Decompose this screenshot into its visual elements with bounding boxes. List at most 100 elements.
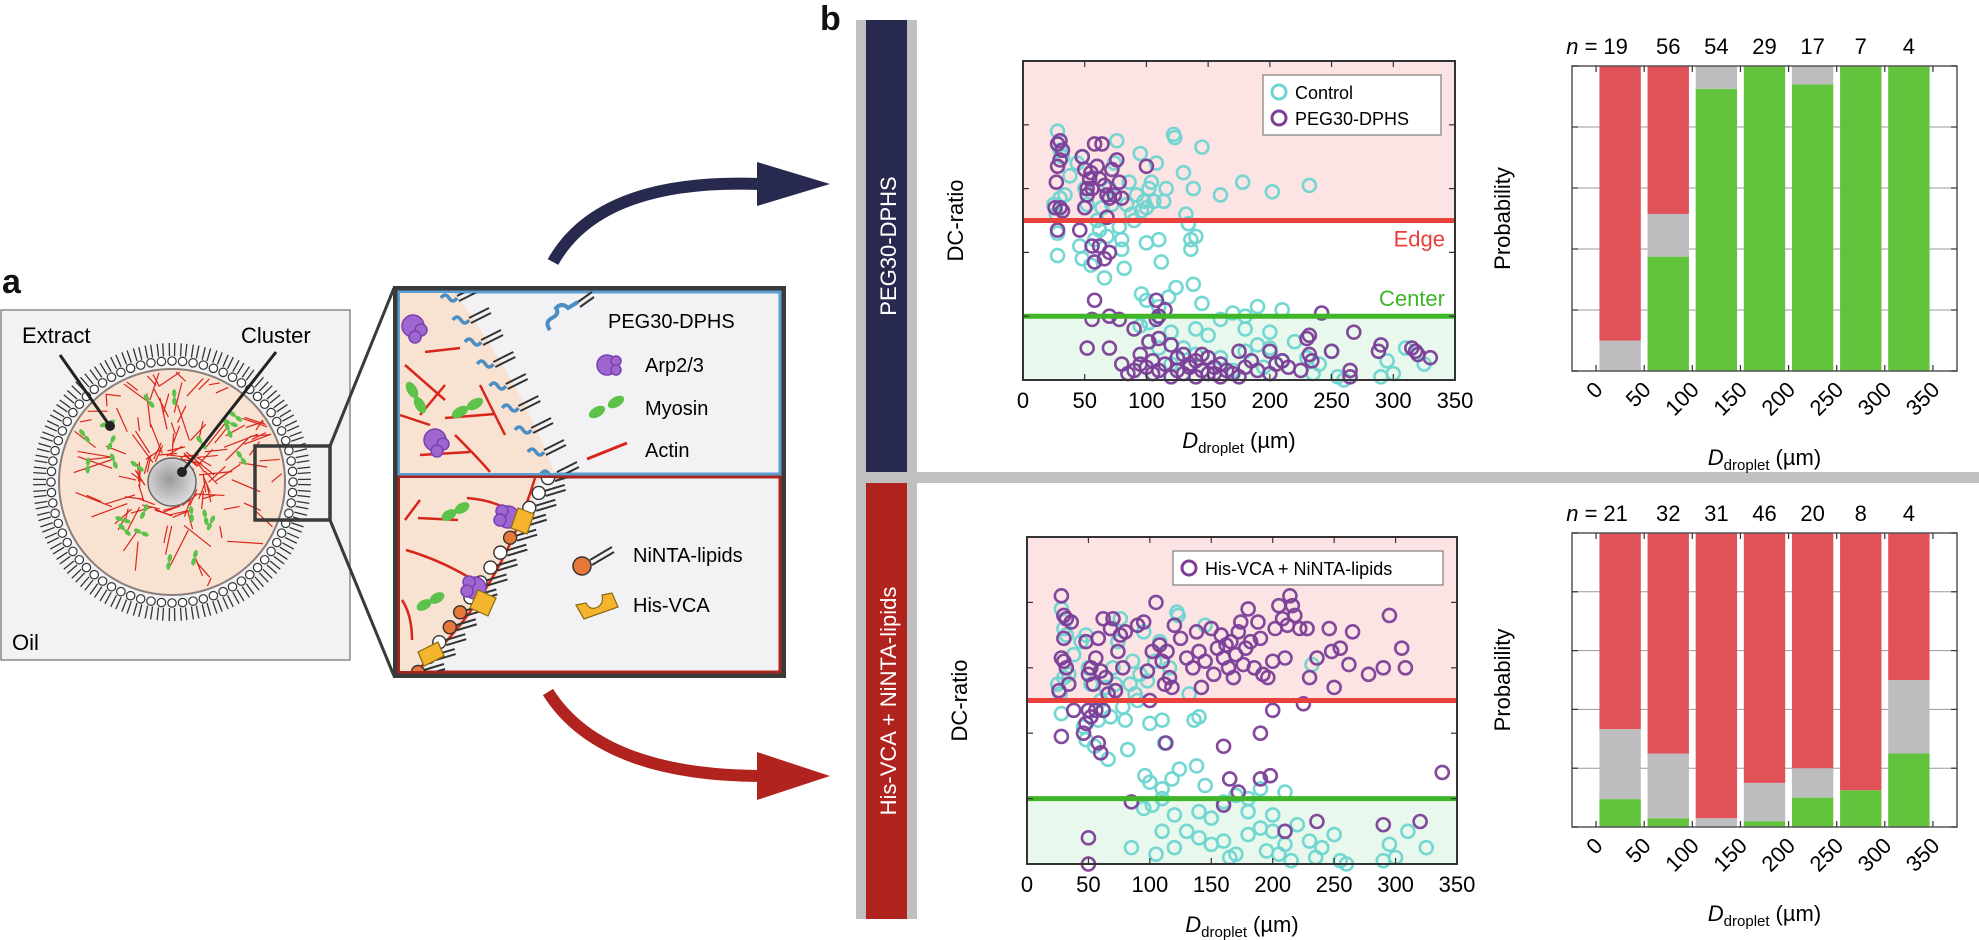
data-point bbox=[1085, 676, 1102, 692]
probability-bar-chart: 19n = 56 54 29 17 7 4 0 50 100 150 200 250 300 350 Ddro… bbox=[1490, 34, 1958, 474]
data-point bbox=[1084, 311, 1100, 328]
x-axis-label: Ddroplet (µm) bbox=[1185, 912, 1298, 940]
data-point bbox=[1301, 177, 1318, 194]
data-point bbox=[1135, 800, 1152, 817]
data-point bbox=[1262, 343, 1278, 360]
data-point bbox=[1252, 630, 1269, 647]
x-tick-label: 300 bbox=[1853, 833, 1897, 877]
data-point bbox=[1169, 349, 1186, 366]
data-point bbox=[1191, 803, 1207, 820]
bin-count-label: 21 bbox=[1603, 501, 1627, 526]
oil-label: Oil bbox=[12, 630, 39, 655]
data-point bbox=[1407, 343, 1424, 360]
y-axis-label: DC-ratio bbox=[943, 180, 968, 262]
data-point bbox=[1381, 607, 1398, 624]
data-point bbox=[1081, 171, 1098, 187]
x-axis-label: Ddroplet (µm) bbox=[1708, 901, 1821, 930]
data-point bbox=[1205, 666, 1222, 683]
data-point bbox=[1191, 830, 1207, 846]
bin-count-label: 4 bbox=[1903, 501, 1915, 526]
legend-label: PEG30-DPHS bbox=[1295, 109, 1409, 129]
data-point bbox=[1234, 174, 1251, 191]
data-point bbox=[1166, 807, 1183, 823]
data-point bbox=[1262, 767, 1279, 784]
data-point bbox=[1057, 187, 1073, 203]
bar-segment-other bbox=[1791, 66, 1834, 85]
data-point bbox=[1094, 136, 1110, 152]
data-point bbox=[1139, 673, 1156, 689]
data-point bbox=[1381, 836, 1398, 853]
bar-segment-edge bbox=[1695, 533, 1738, 819]
data-point bbox=[1422, 349, 1439, 366]
data-point bbox=[1321, 620, 1338, 637]
data-point bbox=[1412, 813, 1428, 830]
bar-segment-other bbox=[1599, 729, 1641, 800]
data-point bbox=[1171, 761, 1188, 777]
data-point bbox=[1299, 330, 1315, 347]
x-tick-label: 300 bbox=[1853, 377, 1897, 421]
data-point bbox=[1101, 244, 1118, 261]
data-point bbox=[1203, 836, 1220, 853]
x-tick-label: 150 bbox=[1190, 388, 1227, 413]
myosin-icon bbox=[588, 395, 625, 419]
data-point bbox=[1150, 330, 1167, 347]
bar-segment-edge bbox=[1647, 533, 1689, 754]
bin-count-label: 32 bbox=[1656, 501, 1680, 526]
data-point bbox=[1264, 183, 1281, 200]
bar-segment-other bbox=[1695, 66, 1738, 89]
plot-frame bbox=[1022, 60, 1456, 381]
data-point bbox=[1148, 292, 1165, 309]
data-point bbox=[1291, 620, 1308, 637]
data-point bbox=[1323, 343, 1340, 360]
bar-segment-other bbox=[1791, 768, 1834, 798]
bar-segment-other bbox=[1599, 340, 1641, 371]
series-his-vca-ninta-lipids bbox=[1051, 588, 1451, 872]
data-point bbox=[1252, 725, 1269, 742]
data-point bbox=[1148, 155, 1165, 171]
x-tick-label: 350 bbox=[1439, 872, 1476, 897]
data-point bbox=[1049, 247, 1066, 264]
data-point bbox=[1148, 594, 1164, 611]
x-tick-label: 150 bbox=[1708, 833, 1752, 877]
data-point bbox=[1099, 187, 1115, 203]
x-tick-label: 0 bbox=[1017, 388, 1029, 413]
data-point bbox=[1200, 327, 1216, 344]
data-point bbox=[1240, 803, 1256, 820]
data-point bbox=[1099, 209, 1115, 226]
x-tick-label: 50 bbox=[1072, 388, 1096, 413]
data-point bbox=[1240, 826, 1256, 843]
data-point bbox=[1341, 656, 1357, 673]
bar-segment-center bbox=[1888, 753, 1930, 827]
bar-segment-center bbox=[1840, 66, 1882, 371]
data-point bbox=[1304, 353, 1320, 369]
data-point bbox=[1264, 807, 1281, 823]
zoom-line-bottom bbox=[328, 519, 396, 677]
legend-marker-icon bbox=[1270, 83, 1288, 101]
arrow-to-peg-condition bbox=[547, 177, 761, 266]
condition-bar-peg bbox=[866, 20, 907, 472]
x-tick-label: 250 bbox=[1316, 872, 1353, 897]
data-point bbox=[1232, 614, 1249, 630]
data-point bbox=[1188, 624, 1205, 640]
data-point bbox=[1181, 356, 1198, 372]
x-tick-label: 250 bbox=[1313, 388, 1350, 413]
x-axis-label: Ddroplet (µm) bbox=[1182, 428, 1295, 457]
data-point bbox=[1111, 311, 1128, 328]
edge-label: Edge bbox=[1394, 227, 1445, 252]
data-point bbox=[1168, 279, 1184, 296]
data-point bbox=[1079, 187, 1095, 203]
data-point bbox=[1142, 774, 1158, 791]
legend-actin-label: Actin bbox=[645, 440, 689, 462]
bin-count-label: 8 bbox=[1855, 501, 1867, 526]
arrow-head-bottom bbox=[757, 752, 830, 800]
data-point bbox=[1292, 362, 1309, 379]
x-tick-label: 100 bbox=[1660, 377, 1704, 421]
data-point bbox=[1095, 702, 1111, 719]
data-point bbox=[1154, 780, 1170, 797]
data-point bbox=[1107, 682, 1124, 699]
data-point bbox=[1090, 630, 1107, 647]
bar-segment-center bbox=[1791, 84, 1834, 372]
x-tick-label: 150 bbox=[1708, 377, 1752, 421]
legend-hisvca-label: His-VCA bbox=[633, 595, 710, 617]
